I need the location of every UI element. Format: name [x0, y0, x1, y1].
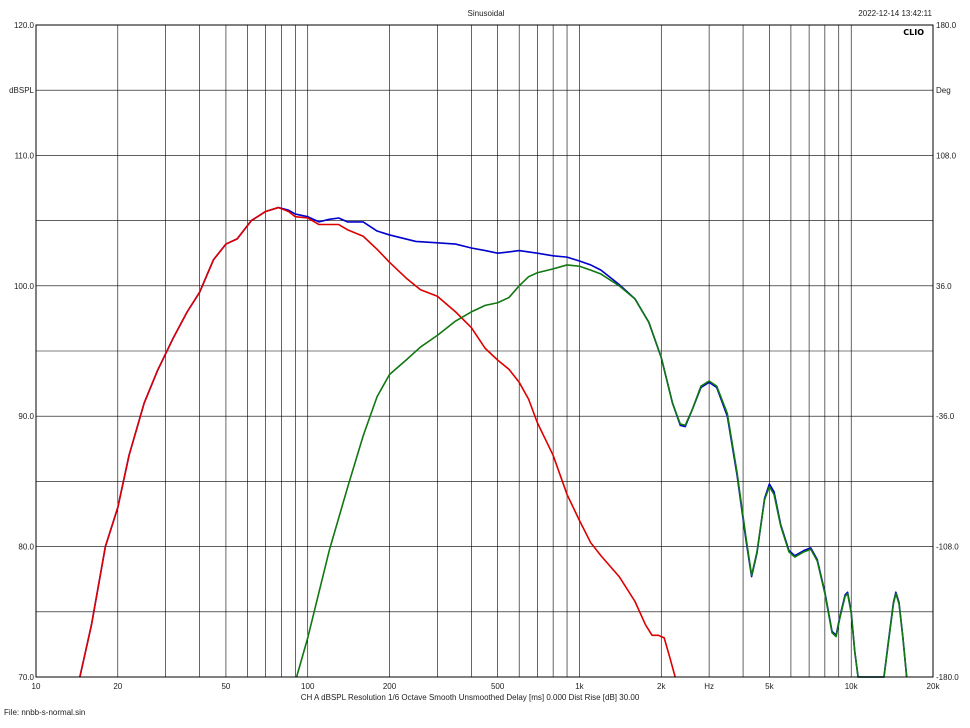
x-tick-label: 5k [765, 682, 774, 691]
x-tick-label: 1k [575, 682, 584, 691]
plot-frame [35, 24, 934, 678]
x-tick-label: 10 [32, 682, 41, 691]
axis-labels: 10 20 50 100 200 500 1k 2k 5k 10k 20k Hz 70.0 80.0 90.… [9, 21, 959, 691]
x-tick-label: 10k [845, 682, 859, 691]
x-tick-label: 100 [301, 682, 315, 691]
x-tick-label: 20k [927, 682, 941, 691]
y-tick-label: 120.0 [14, 21, 35, 30]
x-axis-label: Hz [704, 682, 714, 691]
y2-tick-label: 36.0 [936, 282, 952, 291]
y2-tick-label: -180.0 [936, 673, 959, 682]
x-tick-label: 20 [113, 682, 122, 691]
y2-axis-label: Deg [936, 86, 951, 95]
y2-tick-label: -108.0 [936, 543, 959, 552]
traces [79, 206, 908, 678]
y2-tick-label: 180.0 [936, 21, 957, 30]
clio-logo: CLIO [903, 28, 924, 37]
y-tick-label: 90.0 [18, 412, 34, 421]
series-line-3 [295, 264, 908, 678]
y-axis-label: dBSPL [9, 86, 34, 95]
y-tick-label: 100.0 [14, 282, 35, 291]
x-tick-label: 2k [657, 682, 666, 691]
file-name: File: nnbb-s-normal.sin [4, 708, 85, 717]
y-tick-label: 70.0 [18, 673, 34, 682]
y2-tick-label: -36.0 [936, 412, 955, 421]
measurement-info: CH A dBSPL Resolution 1/6 Octave Smooth … [301, 693, 640, 702]
grid [36, 25, 933, 677]
y2-tick-label: 108.0 [936, 151, 957, 160]
x-tick-label: 200 [383, 682, 397, 691]
timestamp: 2022-12-14 13:42:11 [858, 9, 932, 18]
x-tick-label: 500 [491, 682, 505, 691]
chart-title: Sinusoidal [468, 9, 505, 18]
series-line-2 [79, 206, 676, 678]
series-line-1 [79, 206, 908, 678]
y-tick-label: 80.0 [18, 543, 34, 552]
y-tick-label: 110.0 [15, 151, 35, 160]
x-tick-label: 50 [221, 682, 230, 691]
